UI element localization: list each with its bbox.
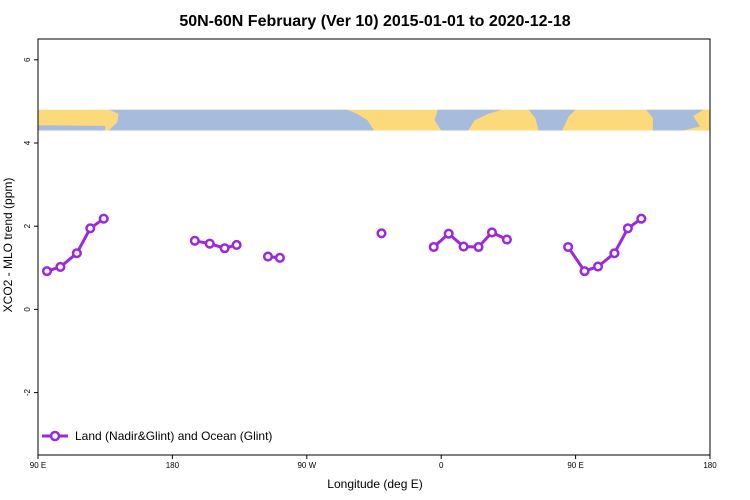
legend: Land (Nadir&Glint) and Ocean (Glint): [42, 429, 272, 443]
y-axis: 6 4 2 0 -2: [23, 57, 38, 396]
legend-swatch-marker: [49, 430, 61, 442]
x-tick-label: 0: [439, 461, 444, 470]
data-point: [204, 238, 215, 249]
series-line-segment: [46, 217, 105, 273]
y-tick-label: -2: [23, 388, 32, 396]
data-point: [458, 241, 469, 252]
series-line-segment: [194, 239, 238, 250]
data-point: [41, 266, 53, 277]
plot-frame: [37, 38, 711, 456]
data-point: [609, 248, 620, 259]
data-point: [262, 251, 274, 262]
data-point: [486, 227, 498, 238]
data-point: [219, 243, 230, 254]
data-point: [98, 213, 109, 224]
data-point: [592, 261, 604, 272]
data-point: [376, 228, 387, 239]
data-point: [85, 223, 96, 234]
series-layer: [41, 213, 647, 277]
data-point: [563, 241, 574, 253]
data-point: [189, 235, 200, 246]
map-ocean-region: [646, 109, 704, 131]
y-tick-label: 4: [23, 140, 32, 145]
x-tick-label: 180: [166, 461, 180, 470]
data-point: [428, 241, 439, 253]
map-ocean-region: [434, 109, 502, 131]
x-tick-label: 90 E: [567, 461, 583, 470]
x-axis: 90 E 180 90 W 0 90 E 180: [30, 455, 717, 470]
data-point: [473, 241, 484, 253]
data-point: [579, 266, 590, 277]
world-map-band: [38, 109, 710, 131]
x-tick-label: 90 W: [297, 461, 316, 470]
x-tick-label: 180: [703, 461, 717, 470]
map-ocean-region: [108, 109, 374, 131]
x-tick-label: 90 E: [30, 461, 46, 470]
data-point: [501, 234, 512, 245]
y-tick-label: 0: [23, 307, 32, 312]
x-axis-label: Longitude (deg E): [327, 477, 422, 491]
legend-label: Land (Nadir&Glint) and Ocean (Glint): [75, 429, 272, 443]
map-ocean-region: [38, 125, 106, 131]
chart-title: 50N-60N February (Ver 10) 2015-01-01 to …: [179, 13, 570, 30]
data-point: [622, 223, 633, 234]
y-tick-label: 2: [23, 223, 32, 228]
data-point: [231, 239, 242, 250]
map-ocean-region: [528, 109, 576, 131]
y-axis-label: XCO2 - MLO trend (ppm): [1, 178, 15, 313]
y-tick-label: 6: [23, 57, 32, 62]
data-point: [274, 252, 285, 263]
data-point: [55, 261, 66, 273]
data-point: [71, 248, 82, 259]
data-point: [636, 213, 647, 224]
data-point: [443, 228, 454, 239]
